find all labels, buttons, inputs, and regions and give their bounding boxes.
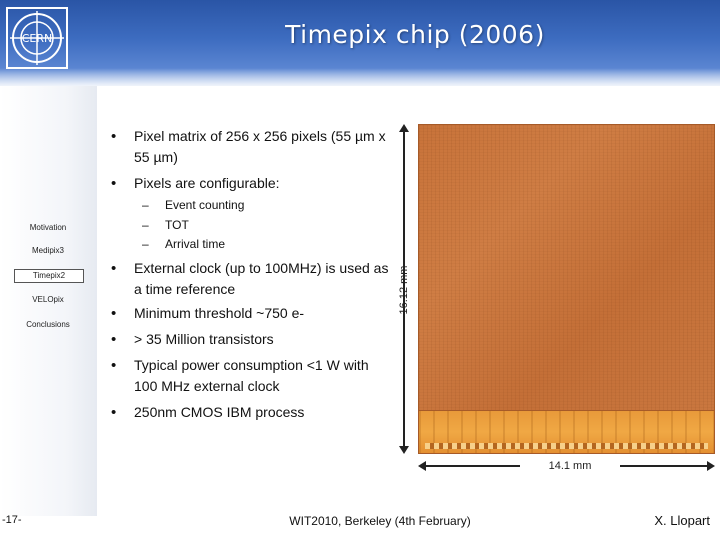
slide-header: CERN Timepix chip (2006) xyxy=(0,0,720,86)
bond-pads xyxy=(425,443,708,449)
sidebar-item-conclusions[interactable]: Conclusions xyxy=(26,320,70,329)
width-label: 14.1 mm xyxy=(520,460,620,472)
chip-periphery xyxy=(418,410,715,454)
height-label: 16.12 mm xyxy=(398,265,410,315)
sub-bullet-item: Arrival time xyxy=(108,235,393,255)
timepix-chip-image xyxy=(418,124,715,454)
event-label: WIT2010, Berkeley (4th February) xyxy=(289,514,471,528)
bullet-item: Typical power consumption <1 W with 100 … xyxy=(108,355,393,397)
bullet-item: Pixel matrix of 256 x 256 pixels (55 µm … xyxy=(108,126,393,168)
bullet-list: Pixel matrix of 256 x 256 pixels (55 µm … xyxy=(108,126,393,428)
bullet-item: External clock (up to 100MHz) is used as… xyxy=(108,258,393,300)
sidebar-item-medipix3[interactable]: Medipix3 xyxy=(31,246,64,255)
bullet-item: Minimum threshold ~750 e- xyxy=(108,303,393,324)
sidebar-item-motivation[interactable]: Motivation xyxy=(29,223,67,232)
bullet-item: Pixels are configurable: xyxy=(108,173,393,194)
sub-bullet-item: Event counting xyxy=(108,196,393,216)
logo-text: CERN xyxy=(22,32,53,45)
author-label: X. Llopart xyxy=(654,513,710,528)
slide-title: Timepix chip (2006) xyxy=(285,20,545,49)
sidebar-item-velopix[interactable]: VELOpix xyxy=(32,295,64,304)
sub-bullet-list: Event counting TOT Arrival time xyxy=(108,196,393,255)
height-dimension-arrow xyxy=(399,124,409,454)
sidebar-nav: Motivation Medipix3 Timepix2 VELOpix Con… xyxy=(0,86,97,516)
header-fade xyxy=(0,68,720,86)
bullet-item: > 35 Million transistors xyxy=(108,329,393,350)
sidebar-item-timepix2[interactable]: Timepix2 xyxy=(14,269,84,283)
slide-footer: -17- WIT2010, Berkeley (4th February) X.… xyxy=(0,500,720,540)
cern-logo-icon: CERN xyxy=(6,7,68,69)
bullet-item: 250nm CMOS IBM process xyxy=(108,402,393,423)
page-number: -17- xyxy=(2,514,22,526)
sub-bullet-item: TOT xyxy=(108,216,393,236)
